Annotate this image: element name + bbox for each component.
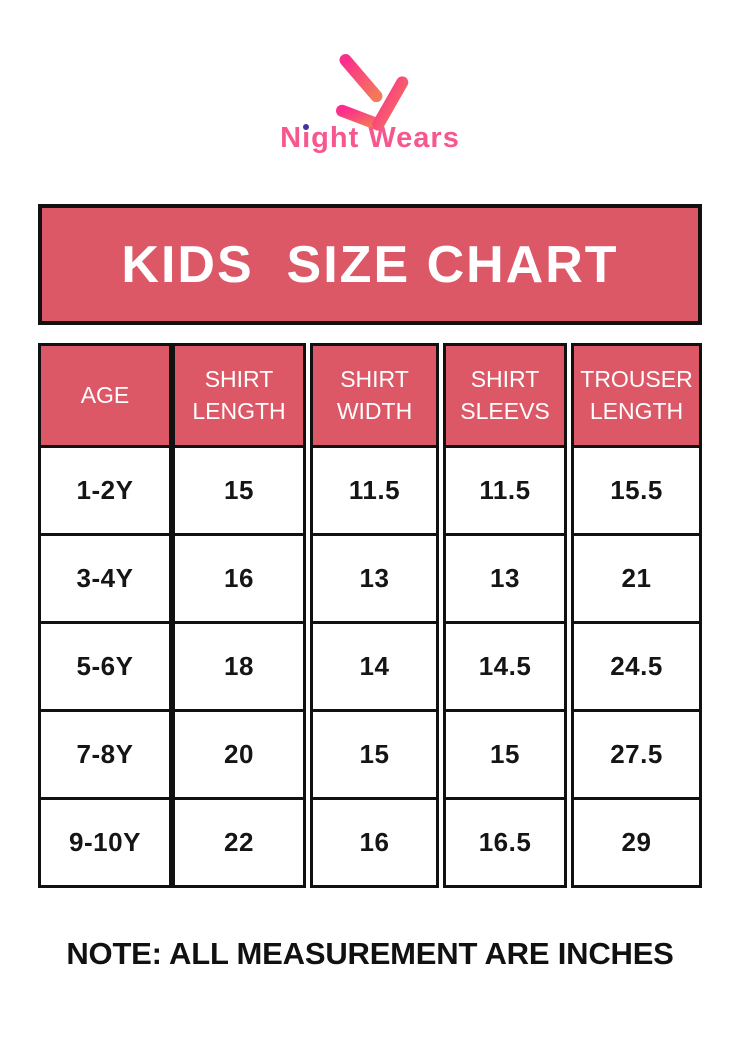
- table-cell: 15: [172, 445, 306, 536]
- column-header-shirt-length: SHIRT LENGTH: [172, 343, 306, 448]
- column-header-age: AGE: [38, 343, 172, 448]
- table-cell: 15: [310, 709, 439, 800]
- night-wears-logo-text: Nı ght Wears: [0, 122, 740, 155]
- table-cell: 14: [310, 621, 439, 712]
- table-cell: 16: [310, 797, 439, 888]
- logo-i-dot: [303, 124, 310, 130]
- table-cell: 18: [172, 621, 306, 712]
- table-cell: 20: [172, 709, 306, 800]
- age-cell: 3-4Y: [38, 533, 172, 624]
- table-cell: 21: [571, 533, 702, 624]
- age-cell: 1-2Y: [38, 445, 172, 536]
- table-cell: 15.5: [571, 445, 702, 536]
- column-shirt-sleevs: SHIRT SLEEVS 11.5 13 14.5 15 16.5: [443, 343, 567, 888]
- logo-text-before-i: N: [280, 122, 303, 154]
- column-trouser-length: TROUSER LENGTH 15.5 21 24.5 27.5 29: [571, 343, 702, 888]
- measurement-note: NOTE: ALL MEASUREMENT ARE INCHES: [66, 936, 674, 971]
- page-title: KIDS SIZE CHART: [121, 235, 619, 294]
- column-header-trouser-length: TROUSER LENGTH: [571, 343, 702, 448]
- table-cell: 24.5: [571, 621, 702, 712]
- column-age: AGE 1-2Y 3-4Y 5-6Y 7-8Y 9-10Y: [38, 343, 172, 888]
- table-cell: 22: [172, 797, 306, 888]
- table-cell: 27.5: [571, 709, 702, 800]
- night-wears-logo-icon: [336, 54, 409, 131]
- table-cell: 13: [310, 533, 439, 624]
- column-header-shirt-width: SHIRT WIDTH: [310, 343, 439, 448]
- age-cell: 5-6Y: [38, 621, 172, 712]
- table-cell: 14.5: [443, 621, 567, 712]
- logo-letter-i: ı: [302, 122, 312, 154]
- table-cell: 11.5: [310, 445, 439, 536]
- table-cell: 13: [443, 533, 567, 624]
- column-shirt-width: SHIRT WIDTH 11.5 13 14 15 16: [310, 343, 439, 888]
- table-cell: 16: [172, 533, 306, 624]
- title-banner: KIDS SIZE CHART: [38, 204, 702, 325]
- column-header-shirt-sleevs: SHIRT SLEEVS: [443, 343, 567, 448]
- logo-text-after-i: ght Wears: [311, 122, 460, 154]
- table-cell: 11.5: [443, 445, 567, 536]
- table-cell: 15: [443, 709, 567, 800]
- size-chart-table: AGE 1-2Y 3-4Y 5-6Y 7-8Y 9-10Y SHIRT LENG…: [38, 343, 702, 888]
- age-cell: 7-8Y: [38, 709, 172, 800]
- age-cell: 9-10Y: [38, 797, 172, 888]
- column-shirt-length: SHIRT LENGTH 15 16 18 20 22: [172, 343, 306, 888]
- table-cell: 16.5: [443, 797, 567, 888]
- table-cell: 29: [571, 797, 702, 888]
